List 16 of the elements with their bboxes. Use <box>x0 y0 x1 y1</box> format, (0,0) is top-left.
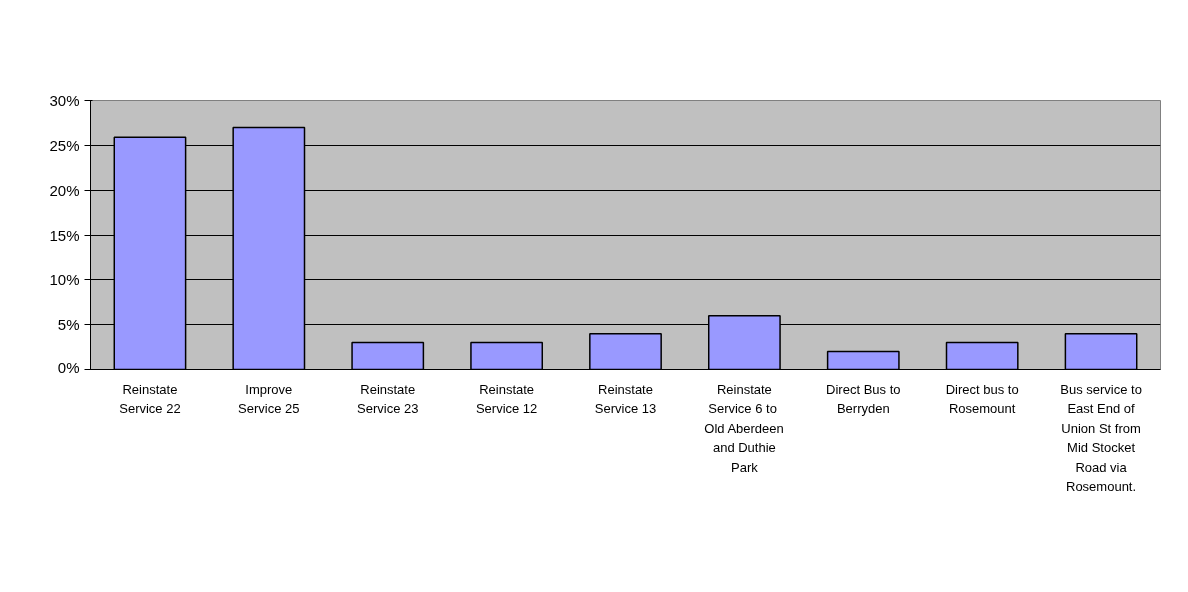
y-tick-label: 20% <box>49 181 80 199</box>
y-tick-label: 10% <box>49 271 80 289</box>
x-tick-label: Reinstate Service 22 <box>119 381 181 417</box>
y-tick-label: 0% <box>57 358 80 376</box>
y-tick-label: 15% <box>49 226 80 244</box>
x-tick-label: Direct bus to Rosemount <box>945 381 1019 417</box>
x-tick-label: Reinstate Service 12 <box>475 381 538 417</box>
x-tick-label: Reinstate Service 23 <box>357 381 419 417</box>
x-tick-label: Direct Bus to Berryden <box>826 381 901 417</box>
y-tick-label: 25% <box>49 136 80 154</box>
y-tick-label: 30% <box>49 92 80 109</box>
x-tick-label: Bus service to East End of Union St from Mid Stocket Road via Rosemount. <box>1060 381 1142 495</box>
x-tick-label: Improve Service 25 <box>238 381 300 417</box>
x-tick-label: Reinstate Service 6 to Old Aberdeen and Duthie Park <box>704 381 784 475</box>
x-tick-label: Reinstate Service 13 <box>594 381 657 417</box>
y-tick-label: 5% <box>57 316 80 334</box>
